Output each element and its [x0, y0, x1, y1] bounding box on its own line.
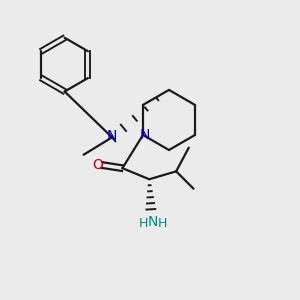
- Text: H: H: [138, 217, 148, 230]
- Text: H: H: [158, 217, 168, 230]
- Text: N: N: [140, 128, 150, 142]
- Text: O: O: [93, 158, 104, 172]
- Text: N: N: [107, 129, 117, 143]
- Text: N: N: [147, 215, 158, 229]
